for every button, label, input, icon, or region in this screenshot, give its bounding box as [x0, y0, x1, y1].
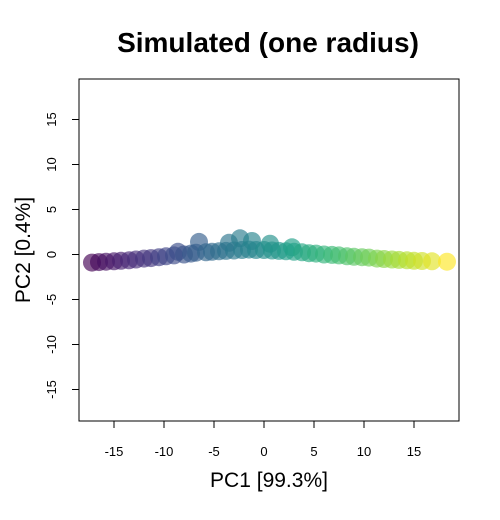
y-tick-label: 5: [44, 206, 59, 213]
x-axis: -15 -10 -5 0 5 10 15: [105, 421, 421, 459]
x-tick-label: -10: [155, 444, 174, 459]
x-tick-label: 0: [260, 444, 267, 459]
y-tick-label: -10: [44, 335, 59, 354]
chart-title: Simulated (one radius): [117, 27, 419, 58]
y-tick-label: 0: [44, 251, 59, 258]
scatter-point: [438, 252, 456, 271]
scatter-points: [83, 229, 456, 272]
y-tick-label: 10: [44, 157, 59, 171]
x-tick-label: -15: [105, 444, 124, 459]
x-tick-label: 15: [407, 444, 421, 459]
plot-frame: [78, 78, 460, 422]
x-tick-label: 10: [357, 444, 371, 459]
y-tick-label: -15: [44, 380, 59, 399]
x-tick-label: 5: [310, 444, 317, 459]
x-tick-label: -5: [208, 444, 220, 459]
x-axis-label: PC1 [99.3%]: [210, 469, 328, 492]
y-axis-label: PC2 [0.4%]: [12, 197, 35, 303]
y-tick-label: 15: [44, 112, 59, 126]
y-tick-label: -5: [44, 294, 59, 306]
y-axis: -15 -10 -5 0 5 10 15: [44, 112, 79, 399]
scatter-point: [423, 252, 441, 271]
